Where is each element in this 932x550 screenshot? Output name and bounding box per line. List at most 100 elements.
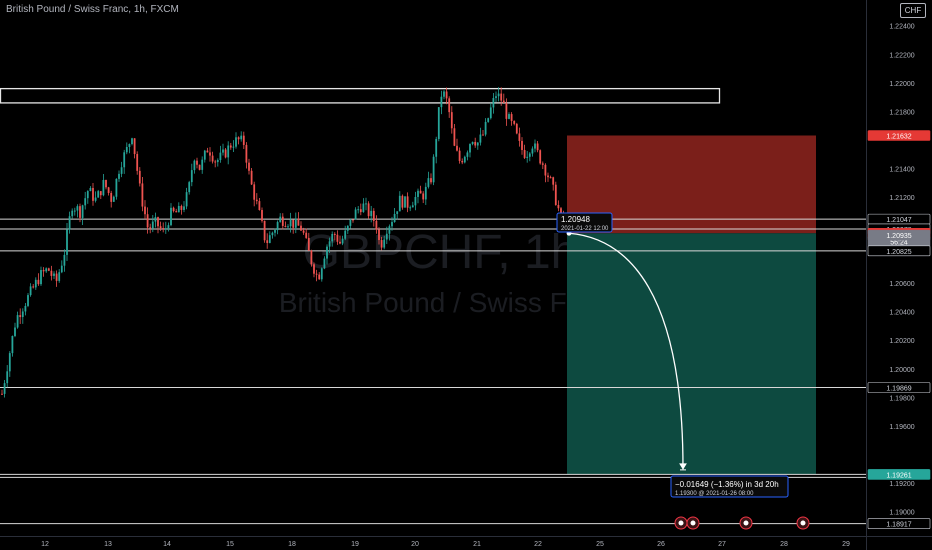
- candle-body: [11, 336, 14, 354]
- candle-body: [294, 218, 297, 228]
- candle-body: [29, 286, 32, 296]
- candle-body: [500, 93, 503, 101]
- candle-body: [417, 190, 419, 197]
- candle-body: [71, 210, 74, 217]
- candle-body: [102, 179, 105, 196]
- candle-body: [214, 161, 217, 163]
- candle-body: [81, 205, 84, 218]
- time-tick-label: 14: [163, 541, 171, 548]
- candle-body: [531, 148, 534, 154]
- candle-body: [443, 91, 445, 97]
- price-tag-label: 1.19869: [886, 385, 911, 392]
- candle-body: [536, 143, 539, 151]
- candle-body: [167, 225, 170, 229]
- projection-start-label-box[interactable]: [556, 212, 613, 233]
- candle-body: [554, 184, 557, 205]
- projection-end-marker[interactable]: [679, 463, 687, 471]
- projection-result-box[interactable]: [670, 475, 789, 498]
- candle-body: [92, 188, 94, 201]
- resistance-zone[interactable]: [0, 87, 721, 104]
- candle-body: [53, 273, 55, 276]
- projection-arc[interactable]: [568, 232, 684, 469]
- candle-body: [27, 295, 29, 306]
- time-tick-label: 15: [226, 541, 234, 548]
- candle-body: [120, 167, 123, 174]
- candle-body: [6, 371, 9, 384]
- chart-title: British Pound / Swiss Franc, 1h, FXCM: [6, 4, 179, 15]
- candle-body: [341, 238, 344, 244]
- candle-body: [206, 150, 209, 153]
- projection-result-change: −0.01649 (−1.36%) in 3d 20h: [675, 480, 779, 489]
- candle-body: [380, 240, 383, 248]
- price-tag-gray[interactable]: [867, 229, 931, 241]
- candle-body: [528, 153, 531, 157]
- candle-body: [201, 159, 204, 170]
- candle-body: [456, 145, 458, 151]
- candle-body: [21, 311, 24, 318]
- candle-body: [310, 250, 313, 265]
- candle-body: [323, 258, 326, 269]
- candle-body: [3, 383, 6, 394]
- price-tick-label: 1.21200: [889, 195, 914, 202]
- candle-body: [110, 192, 113, 202]
- candle-body: [68, 216, 71, 230]
- currency-badge[interactable]: CHF: [900, 3, 926, 18]
- price-axis[interactable]: 1.22400 1.22200 1.22000 1.21800 1.21400 1.212…: [866, 0, 915, 550]
- candle-body: [144, 206, 146, 215]
- time-tick-label: 21: [473, 541, 481, 548]
- candle-body: [232, 146, 235, 148]
- price-tag-teal[interactable]: [867, 469, 931, 480]
- time-tick-label: 28: [780, 541, 788, 548]
- candle-body: [344, 230, 347, 239]
- candle-body: [284, 225, 287, 227]
- candle-body: [242, 135, 245, 145]
- time-tick-label: 19: [351, 541, 359, 548]
- price-tick-label: 1.21400: [889, 167, 914, 174]
- candle-body: [164, 228, 167, 230]
- time-axis[interactable]: 12 13 14 15 18 19 20 21 22 25 26 27 28 29: [0, 536, 932, 549]
- candle-body: [107, 187, 110, 193]
- candle-body: [105, 179, 107, 188]
- candle-body: [274, 230, 276, 233]
- candle-body: [544, 164, 547, 176]
- candle-body: [1, 393, 3, 395]
- candle-body: [461, 160, 464, 163]
- symbol-watermark: GBPCHF, 1h British Pound / Swiss Franc: [279, 226, 621, 318]
- candle-body: [560, 208, 562, 214]
- candle-body: [427, 178, 430, 187]
- candle-body: [479, 134, 482, 143]
- price-tag-plain[interactable]: [867, 245, 931, 257]
- price-tag-plain[interactable]: [867, 382, 931, 393]
- candle-body: [133, 138, 136, 155]
- take-profit-zone[interactable]: [567, 233, 816, 475]
- candle-body: [521, 140, 523, 150]
- price-tick-label: 1.20200: [889, 338, 914, 345]
- event-flag-icon: [678, 520, 684, 526]
- price-tag-red[interactable]: [867, 130, 931, 141]
- candle-body: [84, 198, 87, 206]
- price-tag-plain[interactable]: [867, 518, 931, 529]
- time-tick-label: 20: [411, 541, 419, 548]
- event-flag-icon: [800, 520, 806, 526]
- candle-body: [424, 186, 427, 200]
- candle-body: [172, 207, 175, 212]
- candle-body: [34, 279, 37, 288]
- candle-body: [258, 201, 261, 211]
- economic-events: [674, 516, 810, 530]
- candle-body: [97, 191, 100, 198]
- candle-body: [47, 268, 50, 271]
- candle-body: [549, 177, 552, 179]
- candle-body: [211, 155, 214, 162]
- candle-body: [497, 93, 500, 97]
- candle-body: [263, 220, 266, 241]
- candle-body: [453, 128, 456, 146]
- candle-body: [300, 225, 302, 231]
- candle-body: [320, 268, 323, 280]
- candle-body: [40, 270, 42, 285]
- time-tick-label: 26: [657, 541, 665, 548]
- candle-body: [76, 206, 79, 211]
- candle-body: [339, 241, 341, 244]
- candle-body: [315, 273, 318, 275]
- candle-body: [313, 264, 315, 274]
